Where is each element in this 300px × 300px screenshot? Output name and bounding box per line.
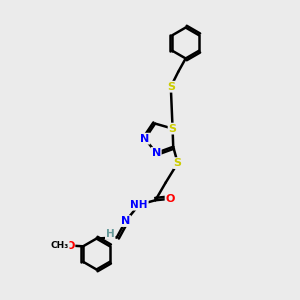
Text: N: N — [140, 134, 150, 144]
Text: CH₃: CH₃ — [51, 241, 69, 250]
Text: O: O — [65, 241, 74, 251]
Text: H: H — [106, 229, 115, 239]
Text: NH: NH — [130, 200, 148, 210]
Text: N: N — [121, 216, 130, 226]
Text: S: S — [174, 158, 182, 168]
Text: N: N — [152, 148, 161, 158]
Text: S: S — [167, 82, 175, 92]
Text: S: S — [169, 124, 177, 134]
Text: O: O — [166, 194, 175, 204]
